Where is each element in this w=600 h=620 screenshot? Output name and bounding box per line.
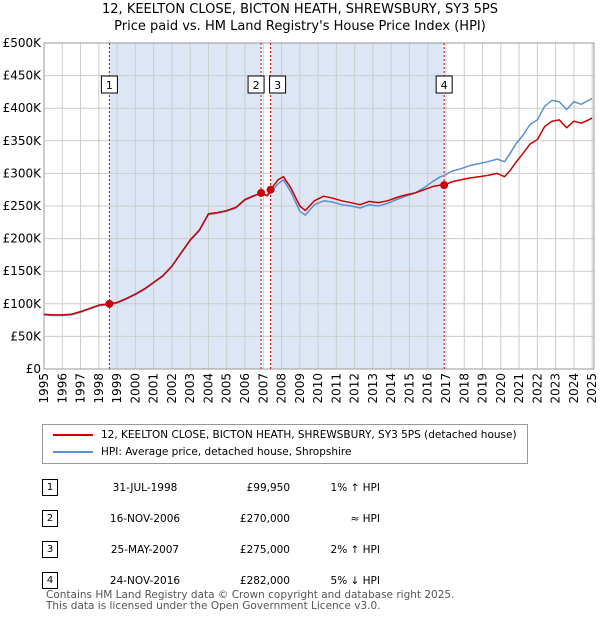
x-tick-label: 2000 (128, 373, 142, 404)
legend-item-hpi: HPI: Average price, detached house, Shro… (53, 446, 351, 458)
y-tick-label: £50K (10, 329, 42, 343)
sale-number-badge: 4 (42, 572, 58, 589)
sale-point-2 (257, 188, 266, 197)
sale-hpi-comparison: 1% ↑ HPI (330, 481, 380, 494)
table-row: 1 31-JUL-1998 £99,950 1% ↑ HPI (42, 472, 380, 503)
chart-title: 12, KEELTON CLOSE, BICTON HEATH, SHREWSB… (102, 2, 498, 17)
x-tick-label: 2014 (384, 373, 398, 404)
x-tick-label: 1997 (74, 373, 88, 404)
sale-number-badge: 2 (42, 510, 58, 527)
legend-swatch-hpi (53, 451, 93, 453)
x-tick-label: 2017 (439, 373, 453, 404)
table-row: 3 25-MAY-2007 £275,000 2% ↑ HPI (42, 534, 380, 565)
x-tick-label: 2025 (585, 373, 599, 404)
sale-number-badge: 1 (42, 479, 58, 496)
chart-legend: 12, KEELTON CLOSE, BICTON HEATH, SHREWSB… (42, 424, 528, 464)
sale-date: 16-NOV-2006 (109, 512, 181, 525)
y-tick-label: £150K (3, 264, 43, 278)
marker-label-3: 3 (274, 79, 281, 92)
marker-box-3 (269, 75, 287, 94)
x-tick-label: 2009 (293, 373, 307, 404)
x-tick-label: 2024 (567, 373, 581, 404)
sale-price: £275,000 (239, 543, 290, 556)
x-tick-label: 2004 (201, 373, 215, 404)
marker-label-4: 4 (441, 79, 448, 92)
x-tick-label: 1996 (55, 373, 69, 404)
marker-label-2: 2 (253, 79, 260, 92)
x-tick-label: 2001 (147, 373, 161, 404)
x-tick-label: 1995 (37, 373, 51, 404)
sales-table: 1 31-JUL-1998 £99,950 1% ↑ HPI 2 16-NOV-… (42, 472, 380, 596)
legend-swatch-property (53, 434, 93, 436)
sale-hpi-comparison: 2% ↑ HPI (330, 543, 380, 556)
legend-item-property: 12, KEELTON CLOSE, BICTON HEATH, SHREWSB… (53, 429, 517, 441)
y-tick-label: £100K (3, 297, 43, 311)
chart-subtitle: Price paid vs. HM Land Registry's House … (114, 19, 486, 34)
x-tick-label: 2021 (512, 373, 526, 404)
sale-date: 24-NOV-2016 (109, 574, 181, 587)
x-tick-label: 2008 (275, 373, 289, 404)
y-tick-label: £250K (3, 199, 43, 213)
x-tick-label: 2010 (311, 373, 325, 404)
sale-point-1 (105, 299, 114, 308)
x-tick-label: 1998 (92, 373, 106, 404)
x-tick-label: 2023 (549, 373, 563, 404)
marker-label-1: 1 (106, 79, 113, 92)
y-tick-label: £350K (3, 134, 43, 148)
y-tick-label: £300K (3, 166, 43, 180)
y-tick-label: £450K (3, 69, 43, 83)
x-tick-label: 2015 (402, 373, 416, 404)
y-tick-label: £0 (26, 362, 41, 376)
sale-point-4 (440, 181, 449, 190)
sale-hpi-comparison: ≈ HPI (350, 512, 380, 525)
sale-price: £270,000 (239, 512, 290, 525)
footer-licence: This data is licensed under the Open Gov… (46, 600, 381, 612)
table-row: 2 16-NOV-2006 £270,000 ≈ HPI (42, 503, 380, 534)
x-tick-label: 2005 (220, 373, 234, 404)
x-tick-label: 2011 (329, 373, 343, 404)
sale-date: 31-JUL-1998 (112, 481, 178, 494)
x-tick-label: 2006 (238, 373, 252, 404)
x-tick-label: 2019 (476, 373, 490, 404)
legend-label-hpi: HPI: Average price, detached house, Shro… (101, 446, 352, 458)
sale-number-badge: 3 (42, 541, 58, 558)
price-chart: £0 £50K £100K £150K £200K £250K £300K £350K £400… (3, 36, 600, 404)
x-tick-label: 2018 (457, 373, 471, 404)
x-tick-label: 2007 (256, 373, 270, 404)
x-tick-label: 2002 (165, 373, 179, 404)
sale-price: £282,000 (239, 574, 290, 587)
y-tick-label: £200K (3, 232, 43, 246)
x-tick-label: 2020 (494, 373, 508, 404)
footer-copyright: Contains HM Land Registry data © Crown c… (46, 589, 455, 601)
x-tick-label: 2013 (366, 373, 380, 404)
x-tick-label: 1999 (110, 373, 124, 404)
table-row: 4 24-NOV-2016 £282,000 5% ↓ HPI (42, 565, 380, 596)
x-tick-label: 2003 (183, 373, 197, 404)
x-tick-label: 2012 (348, 373, 362, 404)
sale-price: £99,950 (246, 481, 290, 494)
y-tick-label: £400K (3, 101, 43, 115)
marker-box-2 (247, 75, 265, 94)
sale-point-3 (266, 185, 275, 194)
plot-border (43, 42, 595, 370)
x-tick-label: 2016 (421, 373, 435, 404)
footer: Contains HM Land Registry data © Crown c… (46, 590, 454, 612)
y-tick-label: £500K (3, 36, 43, 50)
marker-box-1 (100, 75, 118, 94)
sale-hpi-comparison: 5% ↓ HPI (330, 574, 380, 587)
x-tick-label: 2022 (530, 373, 544, 404)
sale-date: 25-MAY-2007 (110, 543, 180, 556)
marker-box-4 (435, 75, 453, 94)
series-line-property (43, 117, 593, 316)
legend-label-property: 12, KEELTON CLOSE, BICTON HEATH, SHREWSB… (101, 429, 517, 441)
